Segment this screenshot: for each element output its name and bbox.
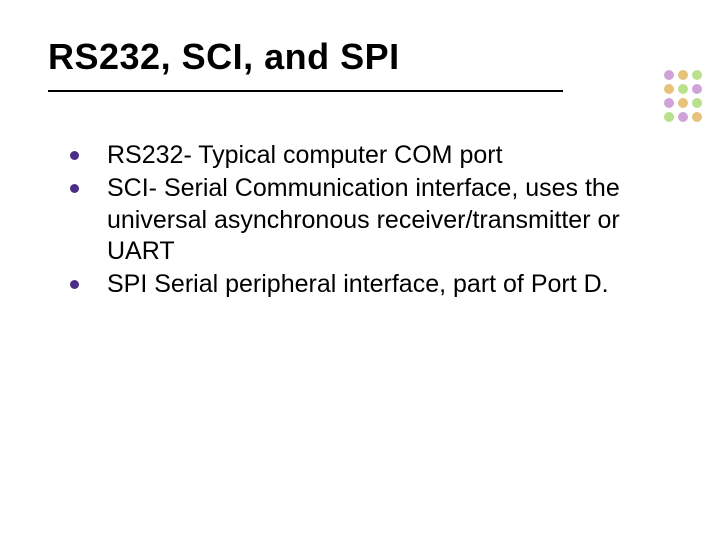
deco-dot-icon [678, 112, 688, 122]
bullet-icon [70, 184, 79, 193]
bullet-text: SCI- Serial Communication interface, use… [107, 173, 660, 267]
list-item: SCI- Serial Communication interface, use… [70, 173, 660, 267]
list-item: SPI Serial peripheral interface, part of… [70, 269, 660, 300]
deco-dot-icon [692, 98, 702, 108]
title-underline [48, 90, 563, 92]
deco-dot-icon [678, 98, 688, 108]
corner-decoration [664, 70, 702, 122]
deco-col-2 [692, 70, 702, 122]
deco-col-0 [664, 70, 674, 122]
list-item: RS232- Typical computer COM port [70, 140, 660, 171]
deco-dot-icon [664, 84, 674, 94]
slide-title: RS232, SCI, and SPI [48, 36, 400, 78]
deco-dot-icon [664, 112, 674, 122]
bullet-text: RS232- Typical computer COM port [107, 140, 503, 171]
body-content: RS232- Typical computer COM port SCI- Se… [70, 140, 660, 302]
deco-dot-icon [664, 70, 674, 80]
deco-dot-icon [692, 84, 702, 94]
deco-dot-icon [692, 112, 702, 122]
bullet-icon [70, 151, 79, 160]
bullet-icon [70, 280, 79, 289]
bullet-text: SPI Serial peripheral interface, part of… [107, 269, 609, 300]
slide: RS232, SCI, and SPI RS232- Typical compu… [0, 0, 720, 540]
deco-dot-icon [678, 84, 688, 94]
deco-dot-icon [664, 98, 674, 108]
deco-dot-icon [678, 70, 688, 80]
deco-dot-icon [692, 70, 702, 80]
deco-col-1 [678, 70, 688, 122]
